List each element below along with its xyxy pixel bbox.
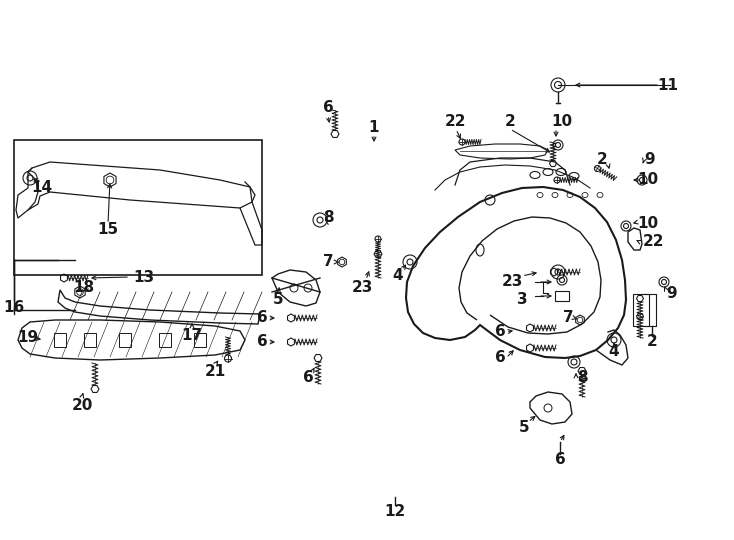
Text: 5: 5 xyxy=(519,421,529,435)
Bar xyxy=(119,333,131,347)
Text: 11: 11 xyxy=(658,78,678,92)
Text: 22: 22 xyxy=(446,114,467,130)
Text: 1: 1 xyxy=(368,120,379,136)
Text: 3: 3 xyxy=(517,293,527,307)
Text: 21: 21 xyxy=(204,364,225,380)
Text: 6: 6 xyxy=(257,334,267,349)
Text: 8: 8 xyxy=(323,211,333,226)
Bar xyxy=(555,291,569,301)
Text: 9: 9 xyxy=(666,287,677,301)
Text: 10: 10 xyxy=(637,172,658,187)
Text: 20: 20 xyxy=(71,397,92,413)
Text: 6: 6 xyxy=(257,310,267,326)
Text: 6: 6 xyxy=(323,100,333,116)
Text: 8: 8 xyxy=(577,370,587,386)
Text: 6: 6 xyxy=(302,370,313,386)
Bar xyxy=(54,333,66,347)
Text: 9: 9 xyxy=(644,152,655,167)
Text: 5: 5 xyxy=(273,293,283,307)
Text: 4: 4 xyxy=(393,268,403,284)
Bar xyxy=(633,294,649,326)
Text: 12: 12 xyxy=(385,504,406,519)
Text: 2: 2 xyxy=(505,114,515,130)
Text: 17: 17 xyxy=(181,327,203,342)
Text: 22: 22 xyxy=(643,234,665,249)
Text: 16: 16 xyxy=(4,300,25,314)
Text: 13: 13 xyxy=(134,269,155,285)
Text: 4: 4 xyxy=(608,345,619,360)
Text: 19: 19 xyxy=(18,330,39,346)
Text: 6: 6 xyxy=(495,325,506,340)
Text: 6: 6 xyxy=(555,453,565,468)
Text: 23: 23 xyxy=(352,280,373,295)
Bar xyxy=(159,333,171,347)
Text: 7: 7 xyxy=(323,254,333,269)
Text: 10: 10 xyxy=(551,114,573,130)
Text: 18: 18 xyxy=(73,280,95,295)
Text: 2: 2 xyxy=(647,334,658,349)
Text: 23: 23 xyxy=(501,274,523,289)
Text: 2: 2 xyxy=(597,152,607,167)
Text: 7: 7 xyxy=(563,310,573,326)
Text: 6: 6 xyxy=(495,350,506,366)
Bar xyxy=(194,333,206,347)
Text: 14: 14 xyxy=(32,180,53,195)
Bar xyxy=(14,140,262,275)
Text: 15: 15 xyxy=(98,222,119,238)
Text: 10: 10 xyxy=(637,217,658,232)
Bar xyxy=(84,333,96,347)
